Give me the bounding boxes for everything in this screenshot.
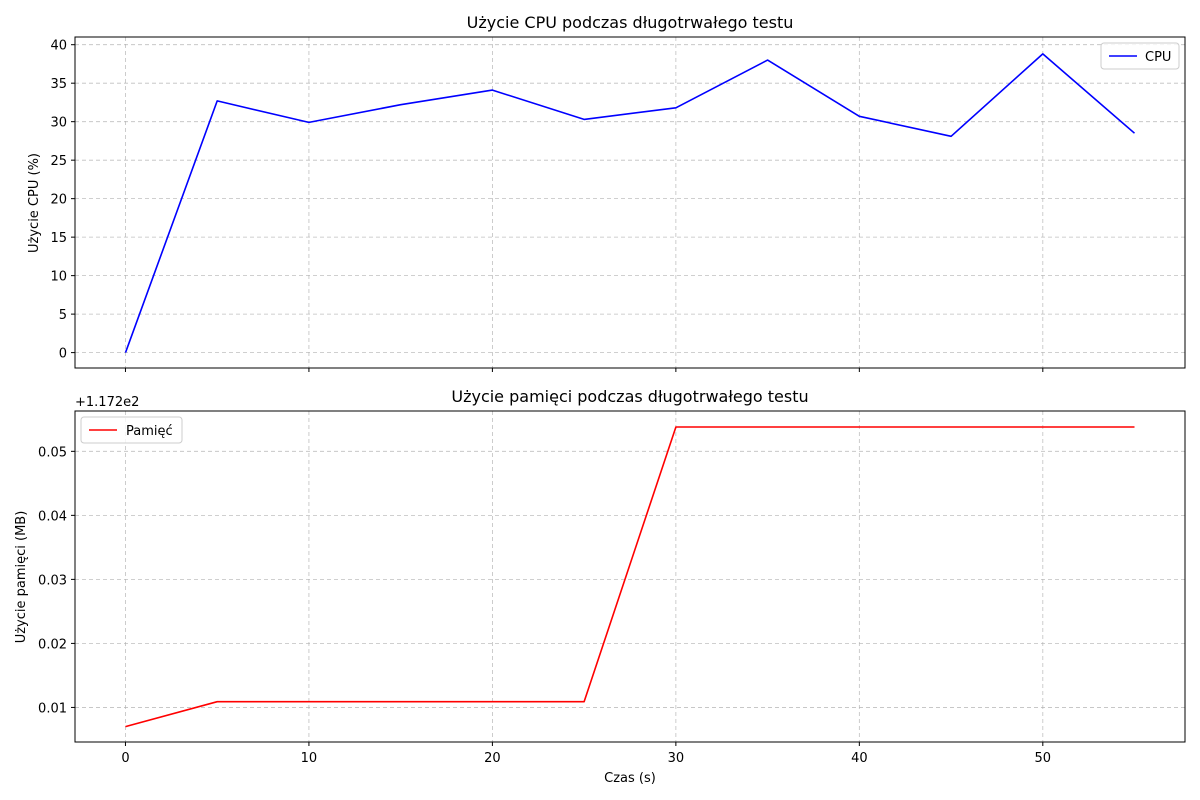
- cpu-grid: [75, 37, 1185, 368]
- memory-series: [125, 426, 1135, 728]
- y-tick-label: 25: [50, 154, 67, 169]
- cpu-x-ticks: [124, 368, 1044, 372]
- cpu-chart: Użycie CPU podczas długotrwałego testu 0…: [27, 13, 1186, 372]
- y-tick-label: 0: [59, 347, 67, 362]
- cpu-y-axis-label: Użycie CPU (%): [27, 153, 42, 253]
- x-tick-label: 10: [301, 751, 318, 766]
- x-tick-label: 40: [851, 751, 868, 766]
- memory-offset-text: +1.172e2: [75, 395, 139, 410]
- memory-legend-box: [80, 416, 183, 444]
- cpu-chart-title: Użycie CPU podczas długotrwałego testu: [467, 13, 794, 32]
- y-tick-label: 0.04: [38, 509, 67, 524]
- memory-chart-title: Użycie pamięci podczas długotrwałego tes…: [451, 387, 808, 406]
- x-tick-label: 0: [121, 751, 129, 766]
- cpu-legend-box: [1100, 42, 1180, 70]
- memory-grid: [75, 411, 1185, 742]
- memory-legend: Pamięć: [80, 416, 183, 444]
- y-tick-label: 30: [50, 116, 67, 131]
- y-tick-label: 10: [50, 270, 67, 285]
- y-tick-label: 40: [50, 39, 67, 54]
- series-line: [124, 53, 1136, 353]
- memory-x-ticks: 0 10 20 30 40 50: [121, 742, 1051, 766]
- y-tick-label: 0.01: [38, 701, 67, 716]
- y-tick-label: 0.03: [38, 573, 67, 588]
- cpu-series: [124, 53, 1136, 353]
- y-tick-label: 15: [50, 231, 67, 246]
- cpu-legend-label: CPU: [1145, 50, 1171, 65]
- memory-x-axis-label: Czas (s): [604, 771, 656, 786]
- x-tick-label: 30: [668, 751, 685, 766]
- memory-plot-frame: [74, 410, 1186, 743]
- y-tick-label: 5: [59, 308, 67, 323]
- memory-chart: Użycie pamięci podczas długotrwałego tes…: [14, 387, 1186, 786]
- y-tick-label: 0.02: [38, 637, 67, 652]
- memory-y-ticks: 0.01 0.02 0.03 0.04 0.05: [38, 445, 75, 716]
- y-tick-label: 0.05: [38, 445, 67, 460]
- memory-legend-label: Pamięć: [126, 424, 173, 439]
- x-tick-label: 20: [484, 751, 501, 766]
- cpu-legend: CPU: [1100, 42, 1180, 70]
- cpu-y-ticks: 0 5 10 15 20 25 30 35 40: [50, 39, 75, 362]
- cpu-plot-frame: [74, 36, 1186, 369]
- y-tick-label: 20: [50, 193, 67, 208]
- series-line: [125, 426, 1135, 728]
- y-tick-label: 35: [50, 77, 67, 92]
- x-tick-label: 50: [1035, 751, 1052, 766]
- memory-y-axis-label: Użycie pamięci (MB): [14, 511, 29, 644]
